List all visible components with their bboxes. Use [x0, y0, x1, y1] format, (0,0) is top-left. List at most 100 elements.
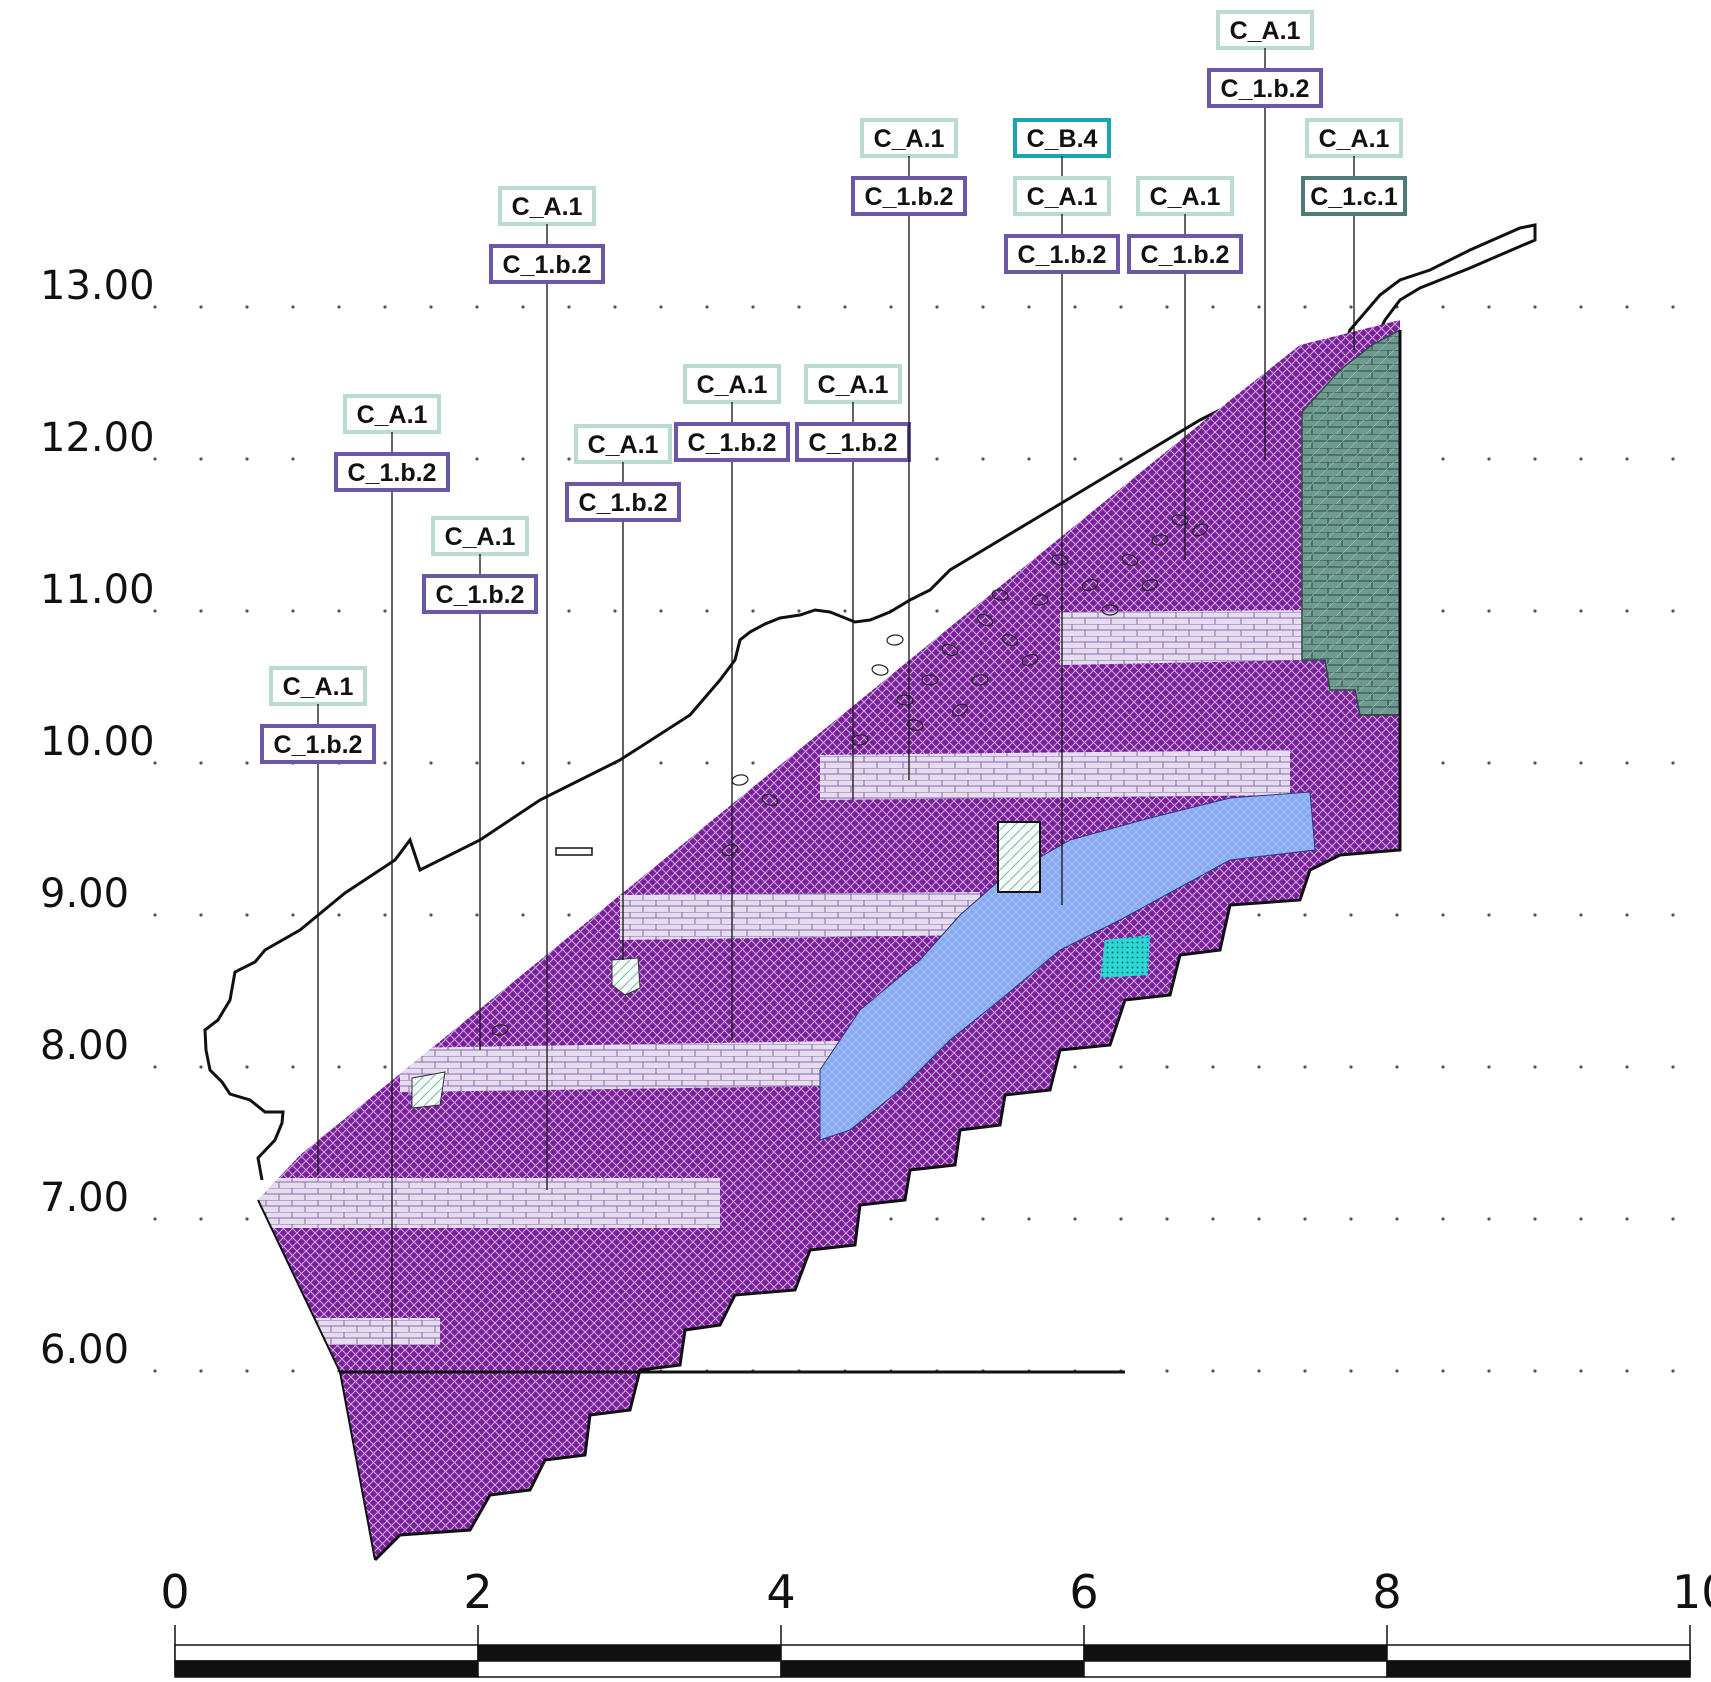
stone-outline [851, 734, 869, 746]
tag-box [674, 422, 790, 462]
grid-dot [475, 457, 479, 461]
grid-dot [1349, 1065, 1353, 1069]
tag-box [1301, 176, 1407, 216]
grid-dot [981, 1217, 985, 1221]
grid-dot [1395, 1369, 1399, 1373]
grid-dot [1533, 761, 1537, 765]
grid-dot [1533, 1369, 1537, 1373]
grid-dot [1257, 1065, 1261, 1069]
grid-dot [153, 761, 157, 765]
tag-label: C_1.b.2 [1141, 241, 1230, 269]
callout: C_A.1 C_1.b.2 [565, 424, 681, 960]
tag-box [1013, 118, 1111, 158]
stone-outline [952, 703, 968, 717]
tag-box [574, 424, 672, 464]
grid-dot [199, 305, 203, 309]
tag-box [1013, 176, 1111, 216]
grid-dot [1579, 305, 1583, 309]
grid-dot [199, 1369, 203, 1373]
grid-dot [567, 913, 571, 917]
grid-dot [1211, 1217, 1215, 1221]
grid-dot [1303, 1217, 1307, 1221]
grid-dot [1671, 761, 1675, 765]
grid-dot [245, 457, 249, 461]
stone-outline [1051, 554, 1069, 566]
grid-dot [1349, 305, 1353, 309]
grid-dot [935, 457, 939, 461]
elevation-label: 13.00 [40, 263, 155, 309]
grid-dot [1625, 913, 1629, 917]
tag-box [1127, 234, 1243, 274]
stone-outline [971, 674, 989, 686]
grid-dot [1257, 305, 1261, 309]
tag-label: C_1.c.1 [1310, 183, 1398, 211]
grid-dot [797, 305, 801, 309]
tag-label: C_1.b.2 [348, 459, 437, 487]
tag-label: C_A.1 [588, 431, 659, 459]
scale-label: 6 [1069, 1565, 1098, 1619]
grid-dot [1579, 1065, 1583, 1069]
tag-label: C_A.1 [283, 673, 354, 701]
callout: C_A.1 C_1.b.2 [260, 666, 376, 1175]
stone-outline [1001, 633, 1019, 647]
grid-dot [705, 761, 709, 765]
grid-dot [383, 913, 387, 917]
grid-dot [153, 305, 157, 309]
grid-dot [1625, 305, 1629, 309]
grid-dot [1671, 609, 1675, 613]
grid-dot [1487, 1217, 1491, 1221]
scale-label: 10 [1672, 1565, 1711, 1619]
grid-dot [245, 1217, 249, 1221]
stone-outline [1192, 523, 1208, 537]
grid-dot [613, 305, 617, 309]
grid-dot [1579, 761, 1583, 765]
grid-dot [1441, 913, 1445, 917]
grid-dot [199, 761, 203, 765]
grid-dot [751, 761, 755, 765]
stone-outline [886, 634, 904, 646]
blue-stone-area [819, 791, 1316, 1141]
grid-dot [1487, 1369, 1491, 1373]
scale-label: 0 [160, 1565, 189, 1619]
tag-label: C_1.b.2 [1018, 241, 1107, 269]
elevation-label: 12.00 [40, 415, 155, 461]
ground-profile-line [203, 223, 1537, 1181]
tag-label: C_A.1 [1027, 183, 1098, 211]
grid-dot [1119, 1065, 1123, 1069]
grid-dot [935, 1217, 939, 1221]
grid-dot [521, 761, 525, 765]
grid-dot [199, 1217, 203, 1221]
tag-box [334, 452, 450, 492]
hatched-patch-mid [611, 957, 641, 996]
grid-dot [567, 457, 571, 461]
callout: C_A.1 C_1.b.2 [334, 394, 450, 1372]
grid-dot [1533, 609, 1537, 613]
scale-segment-top [780, 1644, 1085, 1662]
tag-label: C_B.4 [1027, 125, 1098, 153]
grid-dot [1441, 1217, 1445, 1221]
grid-dot [153, 1065, 157, 1069]
grid-dot [1211, 1369, 1215, 1373]
scale-segment-bottom [1386, 1660, 1691, 1678]
grid-dot [1487, 761, 1491, 765]
grid-dot [889, 305, 893, 309]
grid-dot [567, 609, 571, 613]
tag-label: C_1.b.2 [274, 731, 363, 759]
cyan-patch [1100, 935, 1150, 978]
scale-bar: 0 2 4 6 8 10 [160, 1565, 1711, 1678]
tag-box [851, 176, 967, 216]
callout: C_A.1 C_1.b.2 [851, 118, 967, 780]
grid-dot [1119, 1217, 1123, 1221]
grid-dot [1395, 1217, 1399, 1221]
elevation-label: 6.00 [40, 1327, 129, 1373]
scale-segment-bottom [477, 1660, 782, 1678]
tag-box [1216, 10, 1314, 50]
grid-dot [153, 609, 157, 613]
grid-dot [1165, 1065, 1169, 1069]
section-left-edge [257, 1199, 376, 1561]
grid-dot [935, 609, 939, 613]
grid-dot [613, 609, 617, 613]
grid-dot [1073, 457, 1077, 461]
grid-dot [1579, 457, 1583, 461]
callout: C_A.1 C_1.b.2 [422, 516, 538, 1050]
